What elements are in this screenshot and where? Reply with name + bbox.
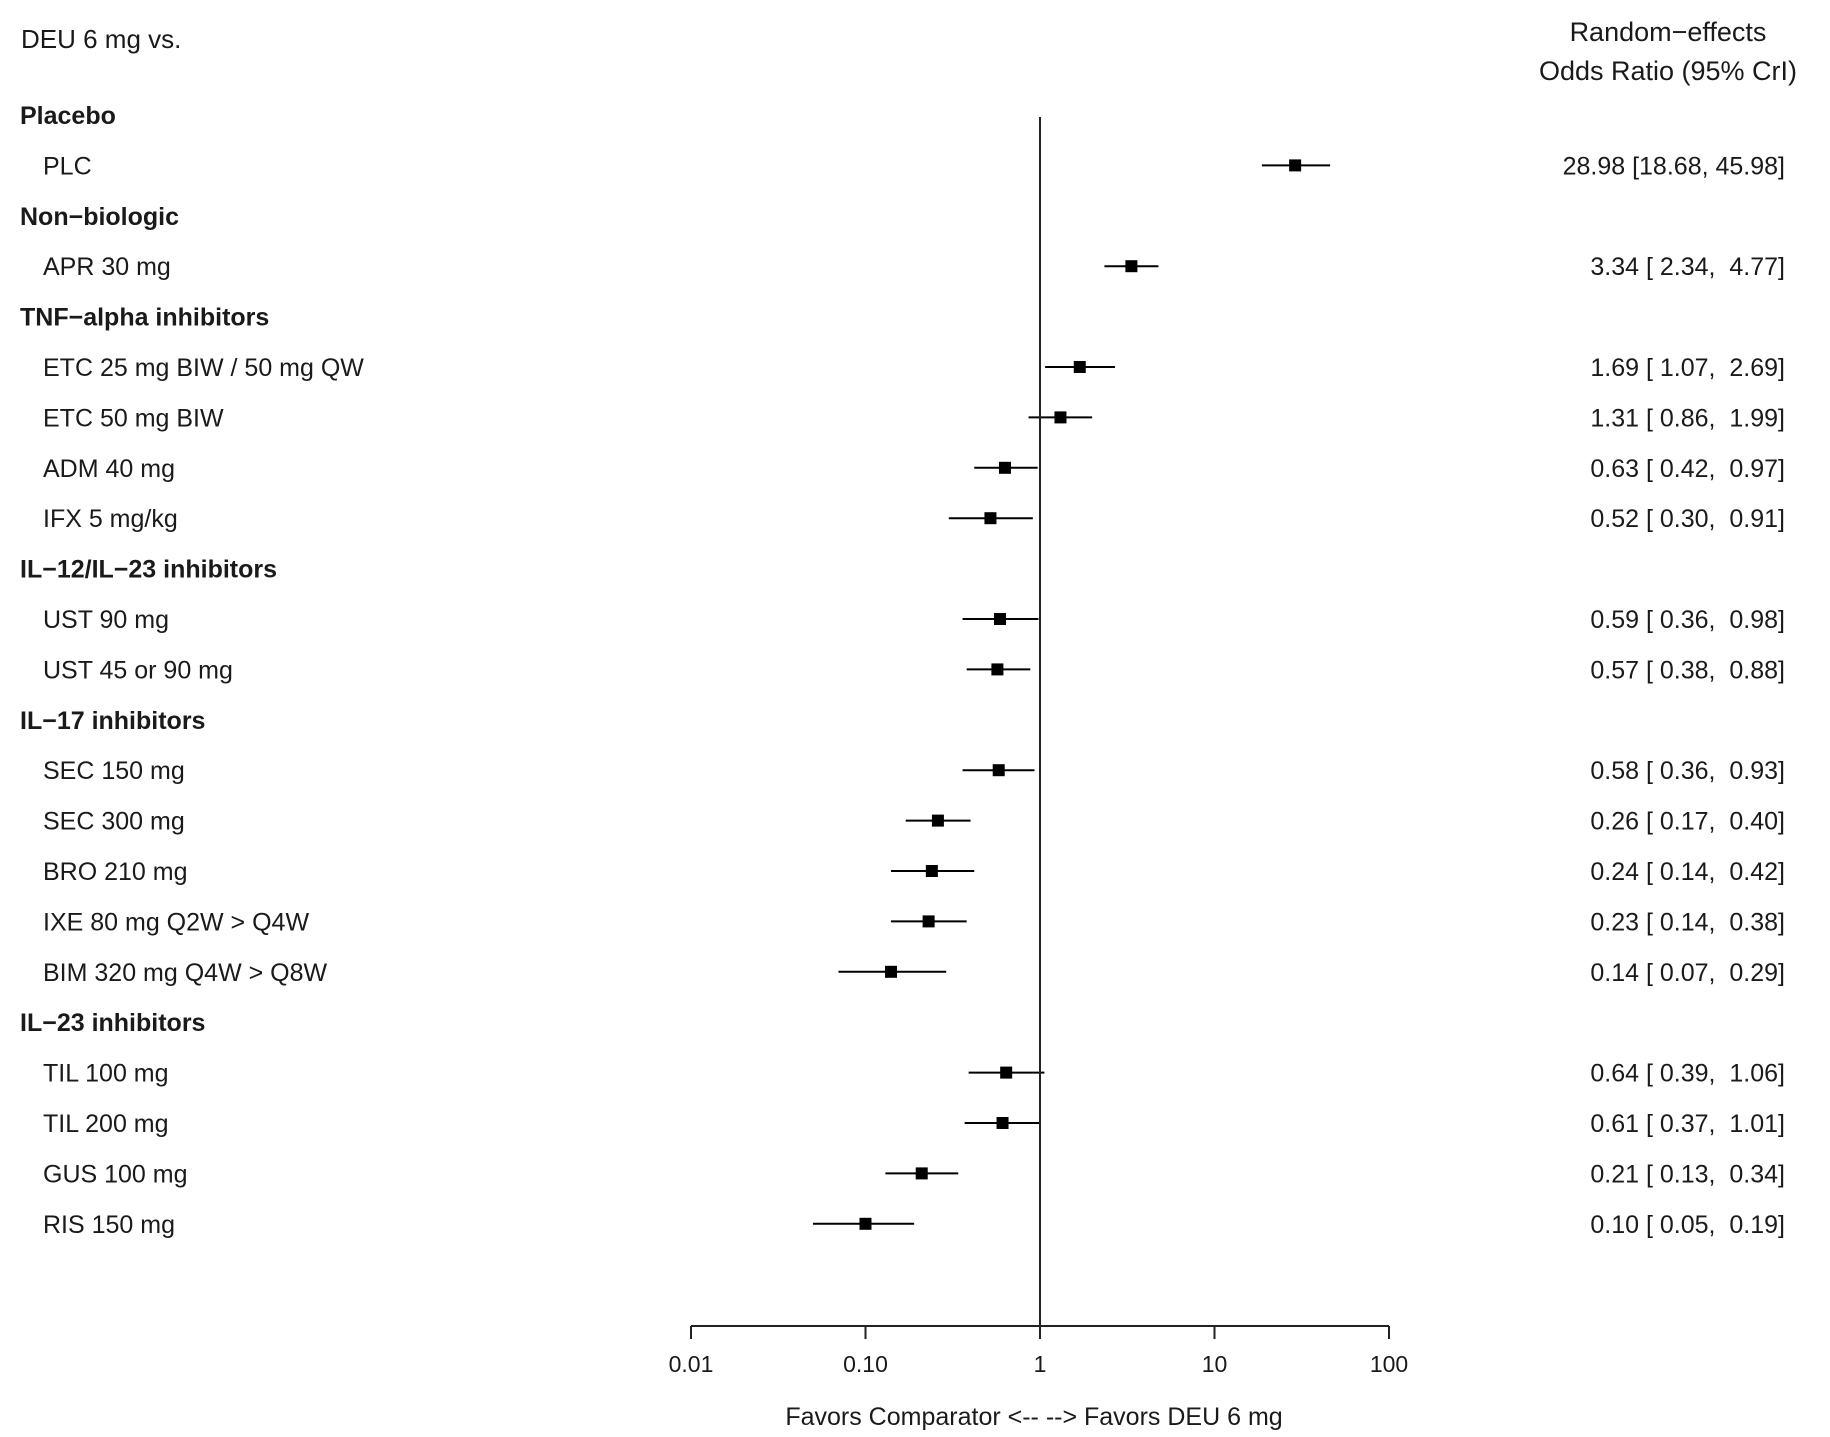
point-estimate-marker [998,461,1011,474]
estimate-text: 0.61 [ 0.37, 1.01] [1590,1110,1785,1138]
point-estimate-marker [996,1117,1009,1129]
estimate-text: 3.34 [ 2.34, 4.77] [1590,253,1785,281]
comparator-label: ADM 40 mg [43,455,175,483]
estimate-text: 0.58 [ 0.36, 0.93] [1590,757,1785,785]
comparator-label: GUS 100 mg [43,1160,188,1188]
point-estimate-marker [992,764,1005,777]
group-label: IL−17 inhibitors [20,707,205,735]
group-label: Non−biologic [20,203,179,231]
comparator-label: BIM 320 mg Q4W > Q8W [43,959,328,987]
group-label: IL−12/IL−23 inhibitors [20,556,277,584]
point-estimate-marker [984,512,997,525]
x-tick-label: 10 [1202,1351,1228,1377]
point-estimate-marker [931,814,944,827]
comparator-label: TIL 100 mg [43,1060,169,1088]
estimate-text: 0.63 [ 0.42, 0.97] [1590,455,1785,483]
estimate-text: 0.64 [ 0.39, 1.06] [1590,1060,1785,1088]
comparator-label: SEC 150 mg [43,757,185,785]
comparator-label: UST 90 mg [43,606,169,634]
comparator-label: PLC [43,152,92,180]
point-estimate-marker [925,865,938,877]
estimate-text: 0.10 [ 0.05, 0.19] [1590,1211,1785,1239]
point-estimate-marker [922,915,935,928]
point-estimate-marker [1073,361,1086,373]
x-axis-label: Favors Comparator <-- --> Favors DEU 6 m… [785,1403,1282,1431]
point-estimate-marker [915,1167,928,1180]
estimate-header-line2: Odds Ratio (95% CrI) [1539,56,1797,86]
estimate-text: 1.69 [ 1.07, 2.69] [1590,354,1785,382]
estimate-text: 0.21 [ 0.13, 0.34] [1590,1160,1785,1188]
estimate-header-line1: Random−effects [1570,17,1767,47]
x-tick-label: 0.10 [843,1351,888,1377]
point-estimate-marker [994,613,1007,625]
point-estimate-marker [1289,159,1302,172]
chart-title: DEU 6 mg vs. [21,24,181,54]
comparator-label: RIS 150 mg [43,1211,175,1239]
point-estimate-marker [884,965,897,978]
estimate-text: 0.23 [ 0.14, 0.38] [1590,908,1785,936]
comparator-label: ETC 50 mg BIW [43,404,224,432]
comparator-label: UST 45 or 90 mg [43,656,233,684]
comparator-label: SEC 300 mg [43,808,185,836]
estimate-text: 0.24 [ 0.14, 0.42] [1590,858,1785,886]
estimate-text: 0.52 [ 0.30, 0.91] [1590,505,1785,533]
comparator-label: IXE 80 mg Q2W > Q4W [43,908,309,936]
estimate-text: 0.57 [ 0.38, 0.88] [1590,656,1785,684]
point-estimate-marker [859,1217,872,1230]
comparator-label: ETC 25 mg BIW / 50 mg QW [43,354,364,382]
x-tick-label: 0.01 [669,1351,714,1377]
group-label: IL−23 inhibitors [20,1009,205,1037]
comparator-label: IFX 5 mg/kg [43,505,178,533]
estimate-text: 0.26 [ 0.17, 0.40] [1590,808,1785,836]
point-estimate-marker [1054,411,1067,424]
estimate-text: 1.31 [ 0.86, 1.99] [1590,404,1785,432]
comparator-label: TIL 200 mg [43,1110,169,1138]
x-tick-label: 1 [1034,1351,1047,1377]
group-label: Placebo [20,102,116,130]
group-label: TNF−alpha inhibitors [20,304,269,332]
estimate-text: 0.59 [ 0.36, 0.98] [1590,606,1785,634]
point-estimate-marker [991,663,1004,676]
comparator-label: BRO 210 mg [43,858,188,886]
point-estimate-marker [1000,1066,1013,1079]
x-tick-label: 100 [1370,1351,1408,1377]
comparator-label: APR 30 mg [43,253,171,281]
estimate-text: 0.14 [ 0.07, 0.29] [1590,959,1785,987]
estimate-text: 28.98 [18.68, 45.98] [1563,152,1785,180]
point-estimate-marker [1125,260,1138,273]
